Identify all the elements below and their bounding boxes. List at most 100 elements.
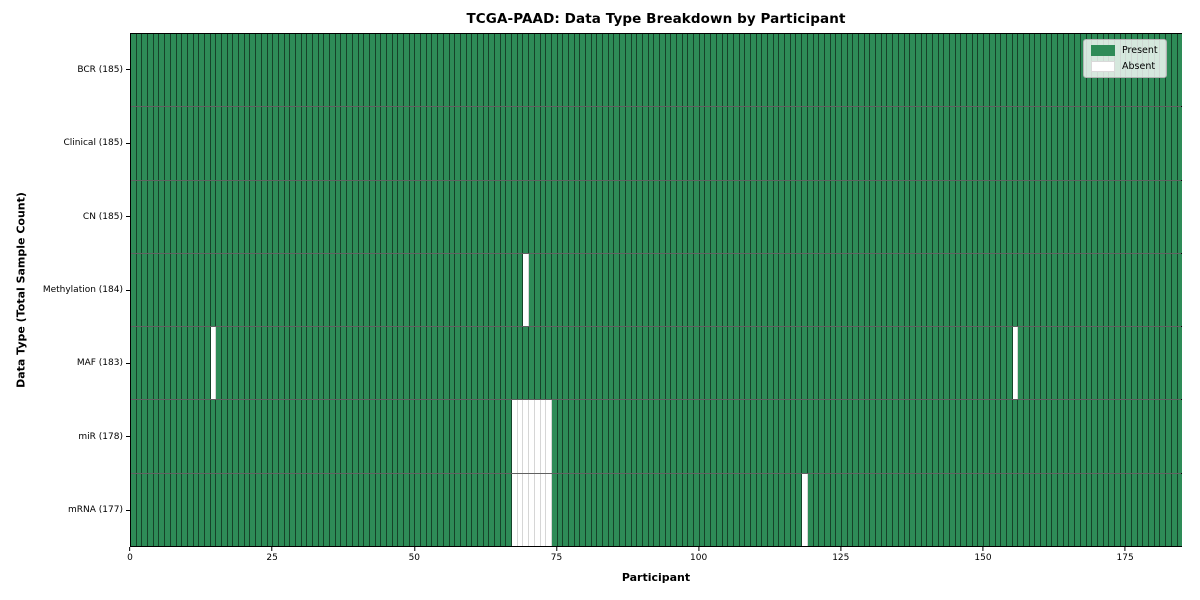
heatmap-cell [392,473,399,546]
heatmap-cell [1137,180,1144,253]
heatmap-cell [386,34,393,107]
heatmap-cell [898,327,905,400]
heatmap-cell [1160,253,1167,327]
heatmap-cell [625,107,632,180]
heatmap-cell [307,107,313,180]
heatmap-cell [222,327,228,400]
heatmap-cell [677,107,683,180]
heatmap-cell [540,253,547,327]
heatmap-cell [273,327,279,400]
heatmap-cell [1075,473,1081,546]
heatmap-cell [1166,473,1172,546]
heatmap-cell [517,473,524,546]
heatmap-cell [1006,473,1013,546]
heatmap-cell [768,400,774,473]
heatmap-cell [290,473,296,546]
heatmap-cell [472,473,478,546]
heatmap-cell [1041,180,1047,253]
heatmap-cell [466,400,473,473]
heatmap-cell [466,107,473,180]
heatmap-cell [807,180,814,253]
heatmap-cell [307,327,313,400]
heatmap-cell [739,400,746,473]
heatmap-cell [352,34,359,107]
heatmap-cell [574,34,581,107]
heatmap-cell [483,107,490,180]
heatmap-cell [534,327,541,400]
heatmap-cell [495,400,501,473]
heatmap-cell [341,180,348,253]
heatmap-cell [330,107,336,180]
heatmap-cell [705,34,712,107]
heatmap-cell [182,473,188,546]
heatmap-cell [1132,327,1138,400]
heatmap-cell [460,253,467,327]
heatmap-cell [409,34,416,107]
heatmap-cell [904,180,911,253]
heatmap-cell [677,180,683,253]
heatmap-cell [341,400,348,473]
heatmap-cell [449,180,456,253]
heatmap-cell [210,107,217,180]
heatmap-cell [546,473,552,546]
heatmap-cell [972,327,979,400]
heatmap-cell [142,473,149,546]
heatmap-cell [796,400,803,473]
heatmap-cell [1035,400,1041,473]
heatmap-cell [688,107,695,180]
heatmap-cell [1041,107,1047,180]
heatmap-cell [665,253,672,327]
heatmap-cell [813,327,820,400]
heatmap-cell [768,34,774,107]
heatmap-cell [256,473,262,546]
heatmap-cell [381,473,387,546]
heatmap-cell [1137,327,1144,400]
heatmap-cell [250,34,257,107]
legend-swatch-absent [1091,61,1115,72]
heatmap-cell [415,400,422,473]
heatmap-cell [796,473,803,546]
heatmap-cell [534,253,541,327]
heatmap-cell [193,34,200,107]
heatmap-cell [1171,34,1178,107]
heatmap-cell [824,253,831,327]
heatmap-cell [438,253,444,327]
heatmap-cell [210,473,217,546]
heatmap-cell [631,327,638,400]
heatmap-cell [347,253,353,327]
heatmap-cell [398,34,404,107]
heatmap-cell [318,253,325,327]
heatmap-cell [1023,327,1030,400]
heatmap-cell [989,34,996,107]
heatmap-cell [369,180,376,253]
heatmap-cell [415,253,422,327]
heatmap-cell [256,253,262,327]
heatmap-cell [898,107,905,180]
heatmap-cell [153,34,160,107]
heatmap-cell [540,180,547,253]
heatmap-cell [887,473,894,546]
heatmap-cell [881,253,888,327]
heatmap-cell [642,400,649,473]
heatmap-cell [750,34,757,107]
heatmap-cell [637,253,643,327]
heatmap-cell [523,107,530,180]
y-tick-label: CN (185) [82,211,123,222]
heatmap-cell [222,107,228,180]
heatmap-cell [1063,327,1070,400]
heatmap-row-bcr [131,34,1183,108]
heatmap-cell [932,473,939,546]
heatmap-cell [790,107,797,180]
heatmap-cell [529,327,535,400]
heatmap-cell [1023,400,1030,473]
heatmap-cell [699,253,706,327]
heatmap-cell [500,107,507,180]
heatmap-cell [716,400,723,473]
heatmap-cell [876,253,882,327]
heatmap-cell [989,473,996,546]
heatmap-cell [517,253,524,327]
heatmap-cell [927,473,933,546]
heatmap-cell [1069,253,1076,327]
heatmap-cell [335,473,342,546]
heatmap-cell [648,327,655,400]
